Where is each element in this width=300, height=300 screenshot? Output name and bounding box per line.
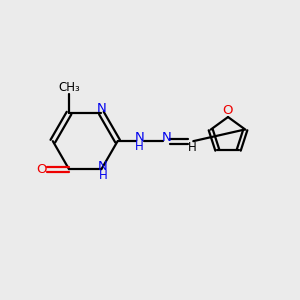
Text: H: H <box>135 140 144 153</box>
Text: N: N <box>161 131 171 144</box>
Text: O: O <box>37 163 47 176</box>
Text: CH₃: CH₃ <box>58 81 80 94</box>
Text: H: H <box>188 141 197 154</box>
Text: N: N <box>135 131 145 144</box>
Text: O: O <box>222 104 233 117</box>
Text: N: N <box>98 160 108 173</box>
Text: H: H <box>98 169 107 182</box>
Text: N: N <box>97 102 107 115</box>
